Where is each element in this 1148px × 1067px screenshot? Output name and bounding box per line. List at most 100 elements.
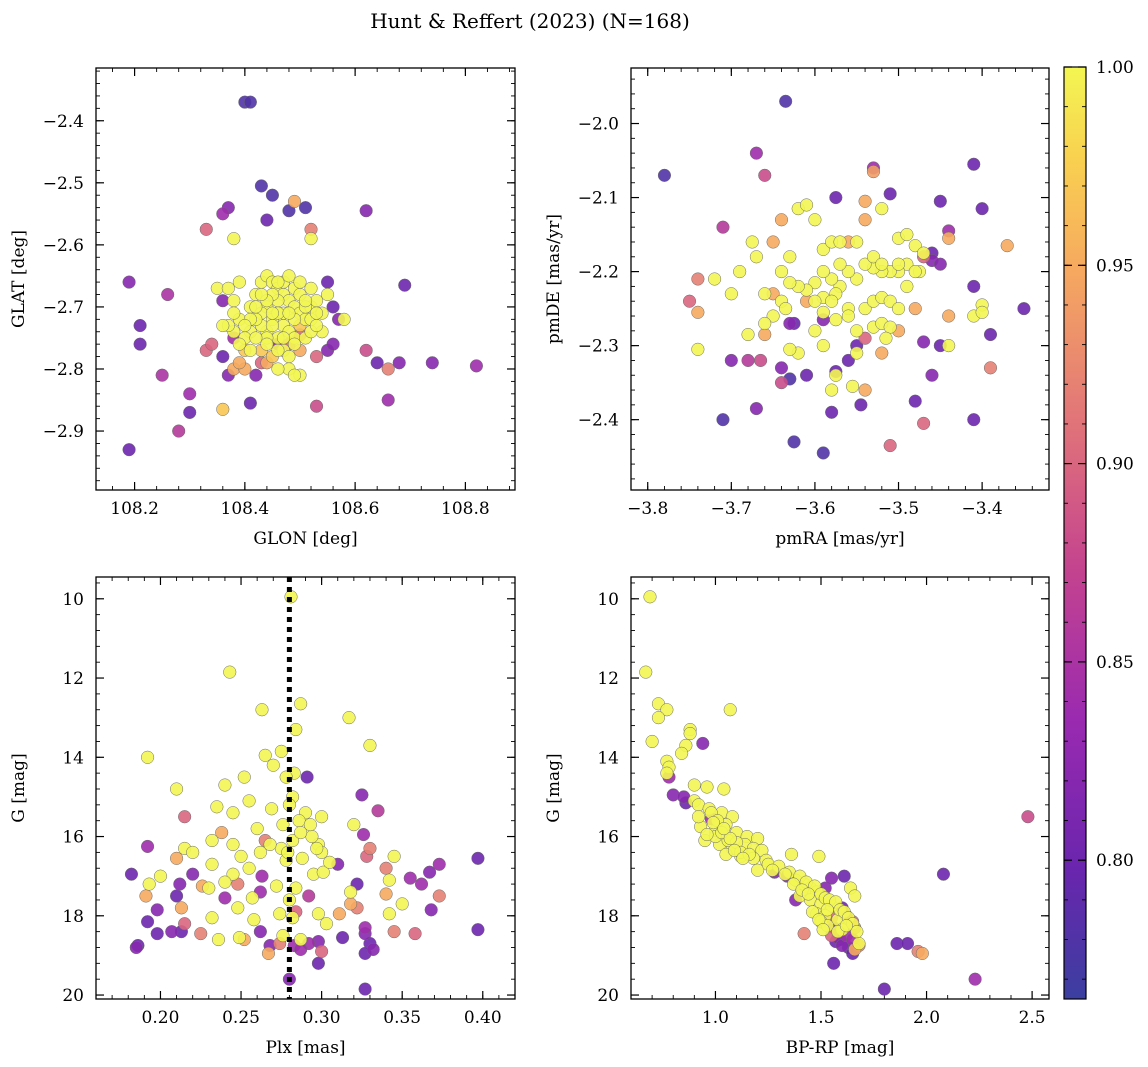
x-tick-label: 0.30 xyxy=(303,1008,341,1028)
scatter-point xyxy=(723,703,737,717)
scatter-point xyxy=(216,318,230,333)
scatter-point xyxy=(942,339,956,353)
scatter-point xyxy=(161,287,175,302)
scatter-point xyxy=(877,982,891,996)
scatter-point xyxy=(883,294,897,308)
x-axis-label: pmRA [mas/yr] xyxy=(775,529,904,549)
scatter-point xyxy=(186,845,200,859)
scatter-point xyxy=(122,443,136,457)
scatter-point xyxy=(724,287,738,301)
scatter-point xyxy=(816,339,830,353)
scatter-point xyxy=(311,907,325,921)
scatter-point xyxy=(274,744,288,758)
scatter-point xyxy=(271,343,285,357)
scatter-point xyxy=(142,877,156,891)
y-tick-label: −2.6 xyxy=(43,236,84,256)
scatter-point xyxy=(1000,239,1014,253)
scatter-point xyxy=(216,294,230,308)
scatter-point xyxy=(687,778,701,792)
scatter-point xyxy=(170,782,184,796)
y-tick-label: 14 xyxy=(597,748,619,768)
scatter-point xyxy=(875,202,889,216)
scatter-point xyxy=(425,356,439,370)
scatter-point xyxy=(265,318,279,333)
scatter-point xyxy=(255,869,269,883)
scatter-point xyxy=(282,269,296,283)
scatter-point xyxy=(202,881,216,895)
y-tick-label: 16 xyxy=(597,828,619,848)
scatter-point xyxy=(254,179,268,193)
scatter-point xyxy=(218,778,232,792)
scatter-point xyxy=(218,891,232,905)
scatter-point xyxy=(311,956,325,970)
scatter-point xyxy=(321,287,335,302)
scatter-point xyxy=(783,276,797,290)
scatter-point xyxy=(370,356,384,370)
scatter-point xyxy=(226,806,240,820)
scatter-point xyxy=(850,925,864,939)
scatter-point xyxy=(260,213,274,227)
scatter-point xyxy=(852,936,866,951)
scatter-point xyxy=(850,272,864,286)
scatter-point xyxy=(779,94,793,108)
scatter-point xyxy=(294,697,308,711)
scatter-point xyxy=(249,331,263,345)
scatter-point xyxy=(717,782,731,796)
scatter-point xyxy=(381,362,395,376)
y-tick-label: 12 xyxy=(597,669,619,689)
scatter-point xyxy=(845,379,860,393)
scatter-point xyxy=(723,831,737,846)
scatter-point xyxy=(660,703,674,717)
y-tick-label: 10 xyxy=(62,590,84,610)
scatter-point xyxy=(816,446,830,460)
scatter-point xyxy=(936,867,950,881)
scatter-point xyxy=(344,885,358,899)
scatter-point xyxy=(273,907,287,921)
scatter-point xyxy=(210,800,224,814)
x-tick-label: 0.40 xyxy=(464,1008,502,1028)
scatter-point xyxy=(303,818,317,832)
scatter-point xyxy=(833,235,847,249)
scatter-point xyxy=(344,897,358,911)
scatter-point xyxy=(342,711,356,725)
scatter-point xyxy=(925,368,939,382)
scatter-point xyxy=(783,250,797,264)
scatter-point xyxy=(816,265,830,279)
scatter-point xyxy=(908,239,922,253)
x-tick-label: 108.8 xyxy=(441,499,490,519)
scatter-point xyxy=(227,232,241,246)
scatter-point xyxy=(891,302,906,316)
scatter-point xyxy=(223,665,237,679)
scatter-point xyxy=(827,956,841,970)
scatter-point xyxy=(758,287,772,301)
scatter-point xyxy=(266,758,280,772)
colorbar-gradient xyxy=(1063,66,1087,1000)
y-tick-label: −2.4 xyxy=(43,112,84,132)
colorbar-tick-label: 0.80 xyxy=(1096,851,1134,871)
scatter-point xyxy=(975,305,989,319)
scatter-point xyxy=(816,923,830,937)
y-tick-label: −2.1 xyxy=(578,189,619,209)
scatter-point xyxy=(243,95,257,109)
scatter-point xyxy=(758,316,772,330)
scatter-point xyxy=(237,770,251,784)
scatter-point xyxy=(238,318,252,333)
scatter-point xyxy=(250,822,264,836)
scatter-point xyxy=(850,235,864,249)
scatter-point xyxy=(432,889,446,903)
scatter-point xyxy=(379,861,393,875)
y-tick-label: 16 xyxy=(62,828,84,848)
scatter-point xyxy=(1021,810,1035,824)
y-axis-label: GLAT [deg] xyxy=(9,230,29,328)
scatter-point xyxy=(170,889,184,903)
scatter-point xyxy=(875,257,889,271)
scatter-point xyxy=(316,865,330,879)
colorbar: 1.00 0.95 0.90 0.85 0.80 xyxy=(1063,58,1134,1000)
scatter-point xyxy=(643,590,657,604)
scatter-point xyxy=(900,228,914,242)
scatter-point xyxy=(323,855,337,869)
scatter-point xyxy=(758,168,772,182)
x-axis-label: BP-RP [mag] xyxy=(786,1038,895,1058)
scatter-point xyxy=(170,851,184,865)
scatter-point xyxy=(265,306,279,320)
